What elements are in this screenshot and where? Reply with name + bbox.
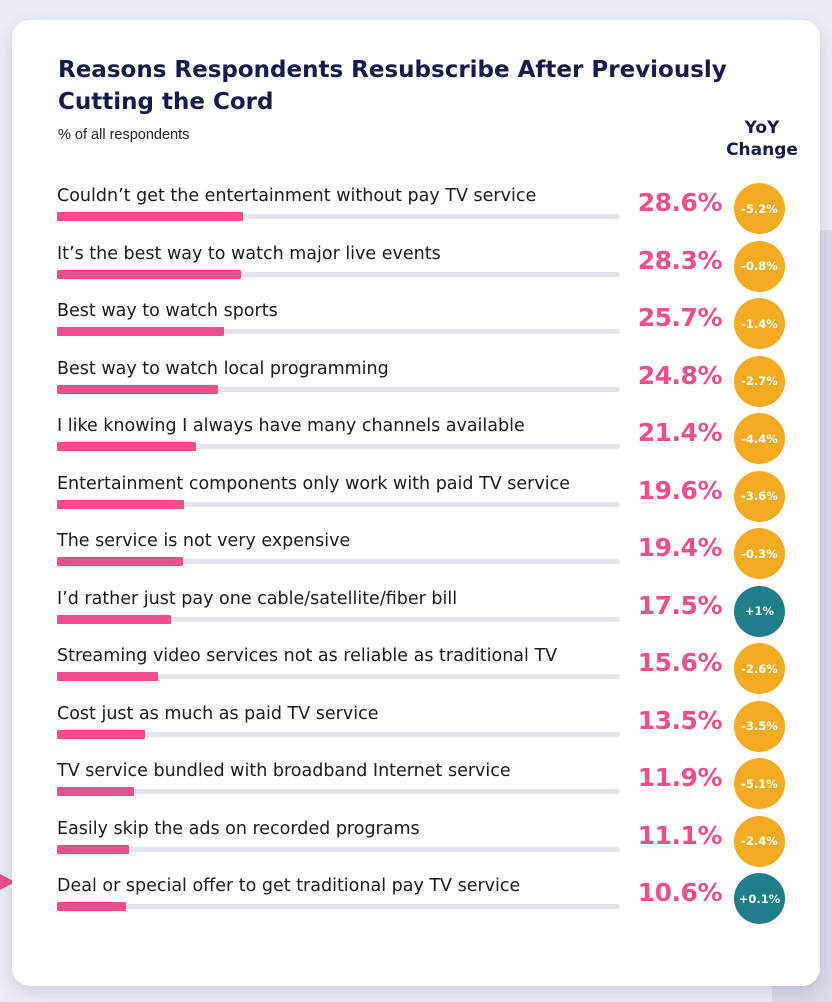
chart-title: Reasons Respondents Resubscribe After Pr… — [58, 57, 727, 115]
category-label: I like knowing I always have many channe… — [57, 416, 525, 436]
value-label: 13.5% — [637, 705, 723, 735]
yoy-change-badge: -5.2% — [734, 183, 785, 234]
value-label: 28.6% — [637, 188, 723, 217]
bar-track — [57, 672, 620, 681]
category-label: Entertainment components only work with … — [57, 473, 570, 494]
yoy-change-badge: -3.6% — [734, 470, 785, 522]
category-label: I’d rather just pay one cable/satellite/… — [57, 588, 458, 609]
chart-subtitle: % of all respondents — [58, 127, 190, 143]
yoy-change-badge: -2.4% — [734, 815, 785, 867]
bar — [57, 672, 159, 681]
bar-track — [57, 442, 620, 451]
value-label: 25.7% — [637, 303, 723, 332]
bar-row: TV service bundled with broadband Intern… — [0, 758, 832, 815]
bar — [57, 499, 185, 509]
bar-row: Entertainment components only work with … — [0, 470, 832, 528]
bar-row: Streaming video services not as reliable… — [0, 643, 832, 700]
bar — [57, 844, 130, 854]
bar — [57, 384, 219, 394]
yoy-change-badge: +0.1% — [734, 873, 785, 924]
bar-row: I’d rather just pay one cable/satellite/… — [0, 585, 832, 643]
value-label: 24.8% — [637, 360, 723, 390]
value-label: 17.5% — [637, 590, 723, 620]
bar-track — [57, 902, 620, 911]
yoy-change-badge: -2.7% — [734, 355, 785, 407]
yoy-change-badge: -1.4% — [734, 298, 785, 349]
bar-track — [57, 787, 620, 796]
bar-track — [57, 269, 620, 279]
bar-row: Couldn’t get the entertainment without p… — [0, 183, 832, 240]
yoy-change-header: YoY Change — [726, 118, 798, 160]
value-label: 21.4% — [637, 418, 723, 447]
bar-row: Best way to watch local programming 24.8%… — [0, 355, 832, 413]
value-label: 19.4% — [637, 533, 723, 562]
bar — [57, 729, 145, 739]
bar — [57, 902, 126, 911]
yoy-change-badge: -0.8% — [734, 240, 785, 292]
category-label: Best way to watch sports — [57, 301, 278, 321]
bar-track — [57, 212, 620, 221]
bar-row: Easily skip the ads on recorded programs… — [0, 815, 832, 873]
bar — [57, 442, 197, 451]
value-label: 15.6% — [637, 648, 723, 677]
category-label: Best way to watch local programming — [57, 358, 389, 379]
value-label: 28.3% — [637, 245, 723, 275]
bar-track — [57, 384, 620, 394]
category-label: Cost just as much as paid TV service — [57, 703, 379, 724]
yoy-change-badge: -5.1% — [734, 758, 785, 809]
value-label: 19.6% — [637, 475, 723, 505]
yoy-change-badge: -2.6% — [734, 643, 785, 694]
bar-track — [57, 614, 620, 624]
bar-row: Best way to watch sports 25.7% -1.4% — [0, 298, 832, 355]
value-label: 11.1% — [637, 820, 723, 850]
bar-track — [57, 557, 620, 566]
bar-row: It’s the best way to watch major live ev… — [0, 240, 832, 298]
bar — [57, 327, 225, 336]
category-label: Streaming video services not as reliable… — [57, 646, 558, 666]
bar-row: Deal or special offer to get traditional… — [0, 873, 832, 930]
bar-row: I like knowing I always have many channe… — [0, 413, 832, 470]
category-label: Deal or special offer to get traditional… — [57, 876, 521, 896]
bar-track — [57, 729, 620, 739]
bar — [57, 614, 171, 624]
yoy-change-badge: -3.5% — [734, 700, 785, 752]
yoy-change-badge: -0.3% — [734, 528, 785, 579]
yoy-change-badge: +1% — [734, 585, 785, 637]
yoy-change-badge: -4.4% — [734, 413, 785, 464]
category-label: It’s the best way to watch major live ev… — [57, 243, 441, 264]
category-label: Easily skip the ads on recorded programs — [57, 818, 420, 839]
value-label: 10.6% — [637, 878, 723, 907]
bar — [57, 787, 135, 796]
category-label: Couldn’t get the entertainment without p… — [57, 186, 537, 206]
category-label: TV service bundled with broadband Intern… — [57, 761, 511, 781]
bar-track — [57, 327, 620, 336]
value-label: 11.9% — [637, 763, 723, 792]
bar-track — [57, 844, 620, 854]
bar-row: The service is not very expensive 19.4% -0… — [0, 528, 832, 585]
bar — [57, 212, 243, 221]
category-label: The service is not very expensive — [57, 531, 351, 551]
bar-track — [57, 499, 620, 509]
highlight-arrow — [0, 874, 15, 890]
bar — [57, 269, 241, 279]
bar-row: Cost just as much as paid TV service 13.5… — [0, 700, 832, 758]
bar — [57, 557, 184, 566]
